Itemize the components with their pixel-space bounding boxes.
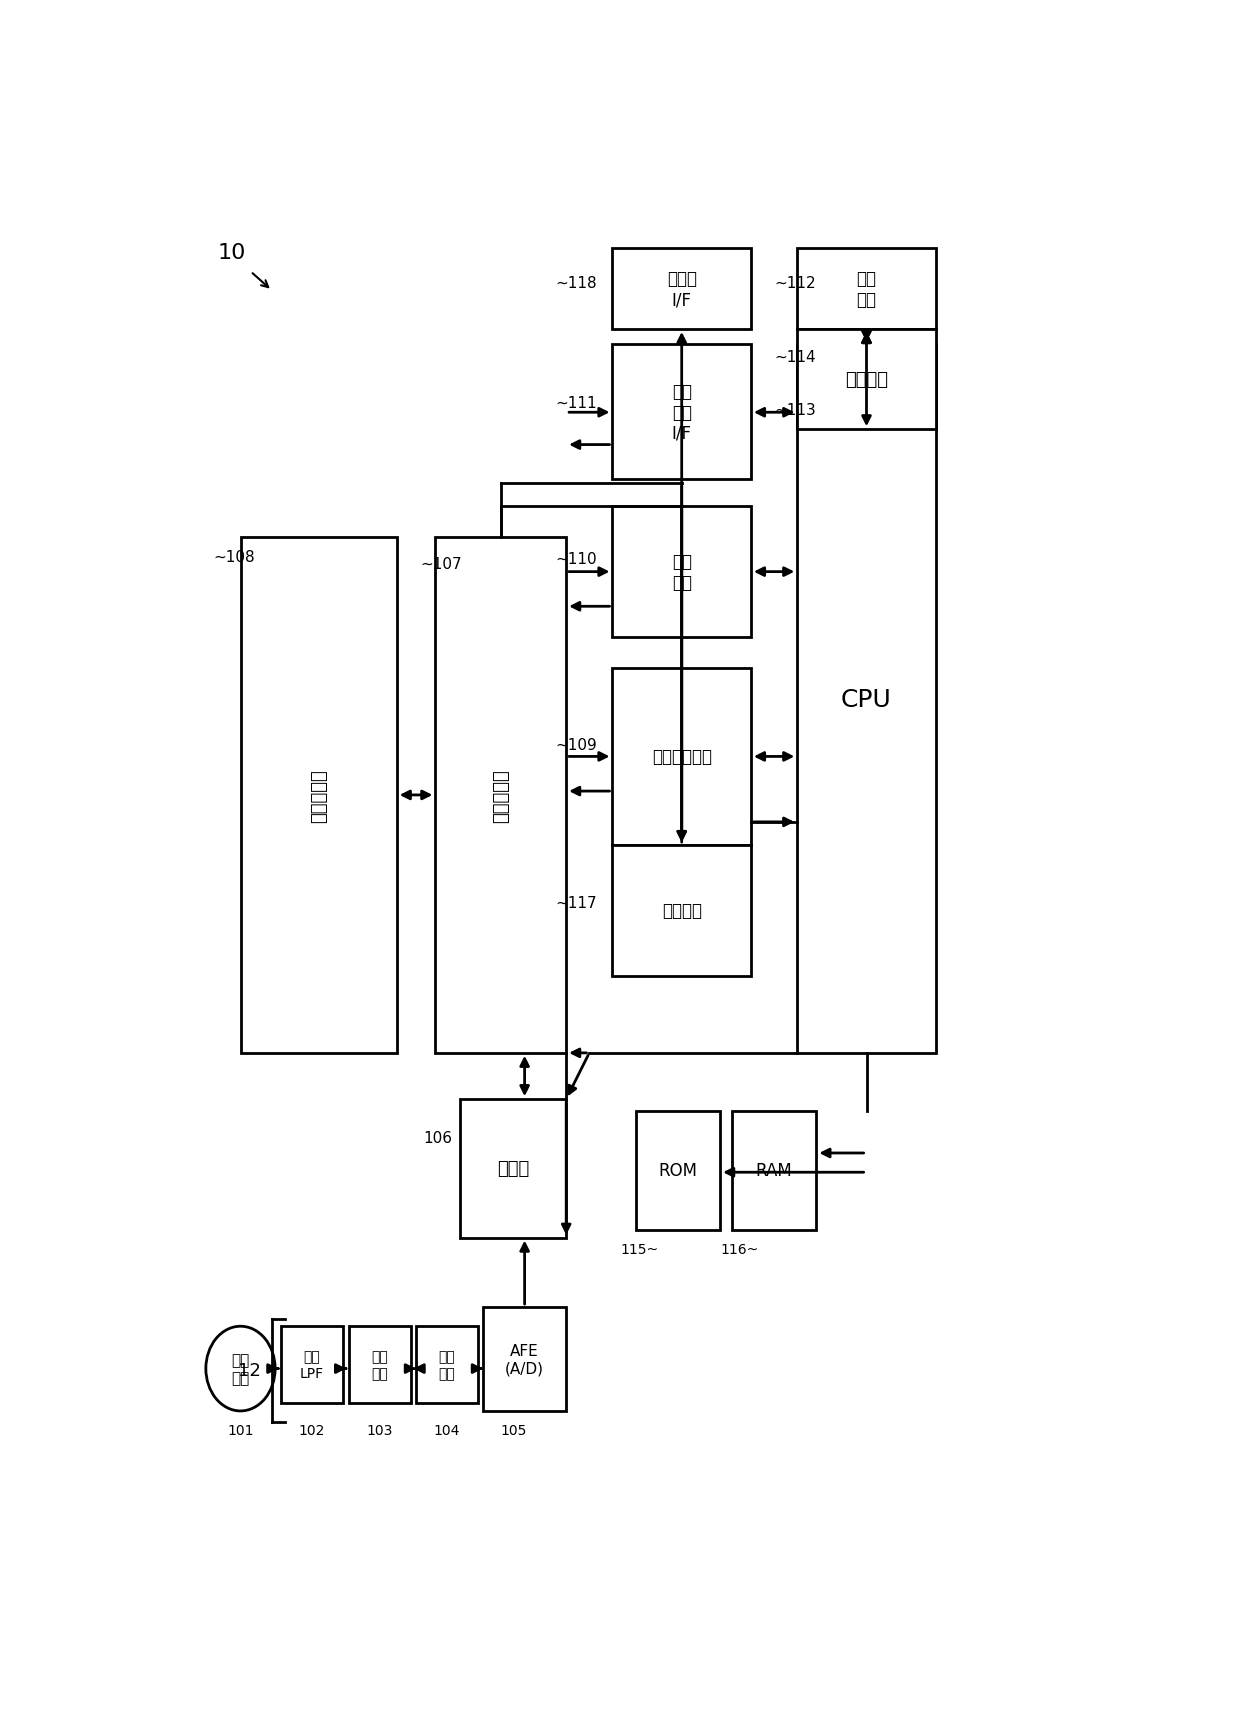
Text: ~114: ~114 [774, 350, 816, 364]
Text: 光学
透镜: 光学 透镜 [232, 1353, 249, 1385]
Text: 115~: 115~ [620, 1242, 658, 1256]
Text: 105: 105 [501, 1423, 527, 1437]
Text: 12: 12 [238, 1361, 260, 1380]
FancyBboxPatch shape [417, 1327, 477, 1404]
FancyBboxPatch shape [635, 1111, 720, 1230]
FancyBboxPatch shape [460, 1099, 567, 1237]
Text: CPU: CPU [841, 687, 892, 712]
Text: 图像存储器: 图像存储器 [310, 768, 329, 822]
FancyBboxPatch shape [613, 507, 751, 638]
FancyBboxPatch shape [242, 538, 397, 1053]
Text: ~110: ~110 [556, 551, 596, 567]
FancyBboxPatch shape [484, 1308, 567, 1411]
Text: ~108: ~108 [213, 550, 255, 565]
Text: ROM: ROM [658, 1161, 697, 1180]
FancyBboxPatch shape [613, 846, 751, 977]
Text: ~111: ~111 [556, 396, 596, 410]
Text: ~117: ~117 [556, 896, 596, 911]
Text: 显示器
I/F: 显示器 I/F [667, 271, 697, 308]
FancyBboxPatch shape [613, 669, 751, 846]
Text: 摄像
元件: 摄像 元件 [372, 1349, 388, 1380]
Text: 显示处理: 显示处理 [662, 901, 702, 920]
Text: RAM: RAM [755, 1161, 792, 1180]
FancyBboxPatch shape [797, 345, 936, 1053]
Text: ~113: ~113 [774, 403, 816, 419]
FancyBboxPatch shape [435, 538, 567, 1053]
Text: 记录
媒介: 记录 媒介 [857, 271, 877, 308]
FancyBboxPatch shape [732, 1111, 816, 1230]
FancyBboxPatch shape [797, 250, 936, 329]
Ellipse shape [206, 1327, 275, 1411]
Text: 压缩
解压: 压缩 解压 [672, 553, 692, 591]
FancyBboxPatch shape [281, 1327, 343, 1404]
Text: 106: 106 [424, 1130, 453, 1146]
Text: 光导
LPF: 光导 LPF [300, 1349, 324, 1380]
Text: 时序
发生: 时序 发生 [439, 1349, 455, 1380]
Text: 104: 104 [434, 1423, 460, 1437]
Text: ~112: ~112 [774, 276, 816, 291]
Text: 116~: 116~ [720, 1242, 759, 1256]
FancyBboxPatch shape [350, 1327, 410, 1404]
Text: 图像信号处理: 图像信号处理 [652, 748, 712, 767]
Text: 102: 102 [299, 1423, 325, 1437]
FancyBboxPatch shape [613, 250, 751, 329]
Text: 103: 103 [367, 1423, 393, 1437]
Text: AFE
(A/D): AFE (A/D) [505, 1342, 544, 1375]
Text: 存储器控制: 存储器控制 [492, 768, 510, 822]
Text: 10: 10 [217, 243, 246, 264]
Text: 记录
媒介
I/F: 记录 媒介 I/F [672, 383, 692, 443]
Text: ~107: ~107 [420, 557, 461, 572]
FancyBboxPatch shape [797, 329, 936, 431]
Text: ~109: ~109 [556, 737, 596, 753]
Text: 101: 101 [227, 1423, 254, 1437]
Text: 前处理: 前处理 [497, 1160, 529, 1179]
Text: ~118: ~118 [556, 276, 596, 291]
FancyBboxPatch shape [613, 345, 751, 481]
Text: 操作面板: 操作面板 [844, 370, 888, 389]
